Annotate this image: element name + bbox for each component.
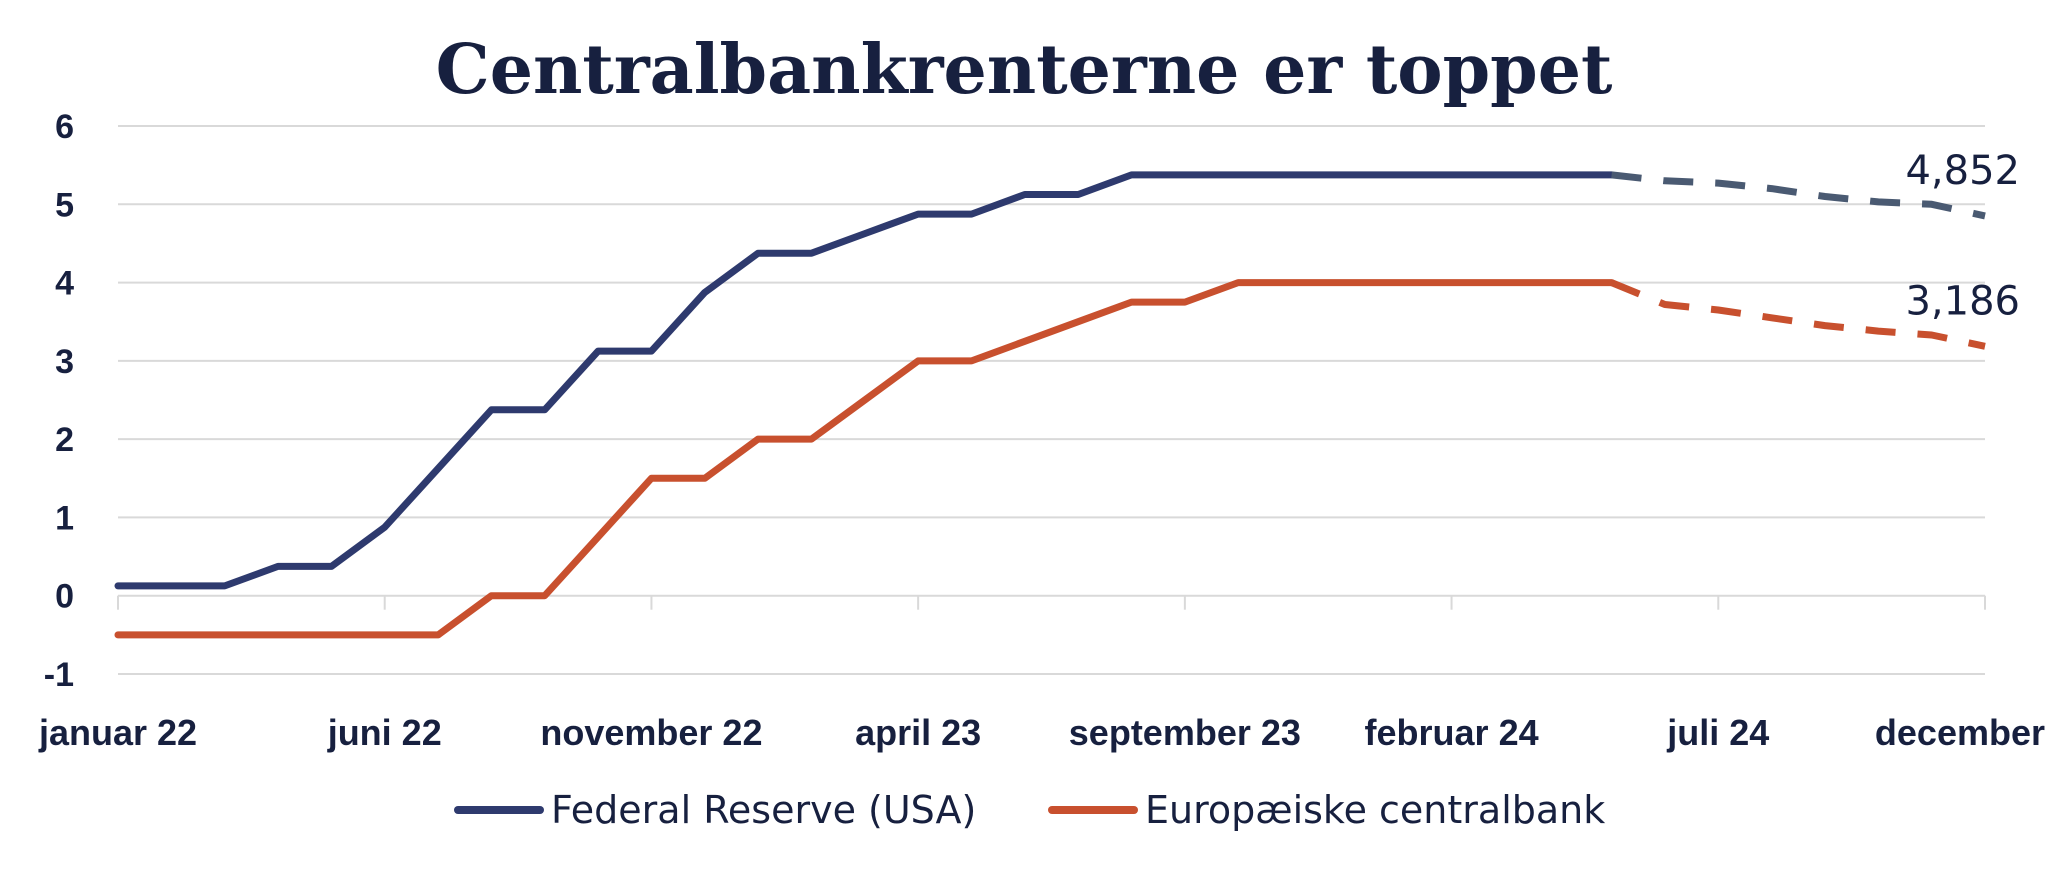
y-tick-label: -1 (44, 656, 74, 694)
grid-lines (118, 125, 1985, 675)
y-tick-label: 6 (55, 108, 74, 146)
x-tick-label: juli 24 (1666, 712, 1769, 753)
x-tick-label: juni 22 (327, 712, 442, 753)
y-tick-label: 3 (55, 343, 74, 381)
legend-fed-label: Federal Reserve (USA) (551, 788, 976, 832)
x-tick-label: september 23 (1069, 712, 1301, 753)
y-tick-label: 0 (55, 578, 74, 616)
y-tick-label: 4 (55, 265, 74, 303)
x-tick-label: januar 22 (38, 712, 197, 753)
x-axis (117, 594, 1986, 610)
x-tick-label: november 22 (540, 712, 762, 753)
y-tick-label: 5 (55, 186, 74, 224)
x-tick-label: februar 24 (1365, 712, 1539, 753)
fed-series-forecast-line (1611, 171, 1986, 220)
legend-ecb-label: Europæiske centralbank (1145, 788, 1605, 832)
end-value-labels: 4,852 3,186 (1905, 148, 2020, 324)
y-tick-label: 2 (55, 421, 74, 459)
fed-series-end-label: 4,852 (1905, 148, 2020, 194)
chart-title: Centralbankrenterne er toppet (436, 30, 1613, 110)
x-tick-label: december 24 (1875, 712, 2048, 753)
y-tick-label: 1 (55, 499, 74, 537)
ecb-series-end-label: 3,186 (1905, 278, 2020, 324)
x-axis-ticks: januar 22 juni 22 november 22 april 23 septe… (38, 712, 2048, 753)
series-lines (114, 171, 1986, 639)
x-tick-label: april 23 (855, 712, 981, 753)
ecb-series-forecast-line (1610, 279, 1986, 350)
fed-series-line (114, 171, 1616, 590)
ecb-series-line (114, 279, 1616, 639)
legend: Federal Reserve (USA) Europæiske centralb… (454, 788, 1605, 832)
y-axis-ticks: -1 0 1 2 3 4 5 6 (44, 108, 74, 694)
